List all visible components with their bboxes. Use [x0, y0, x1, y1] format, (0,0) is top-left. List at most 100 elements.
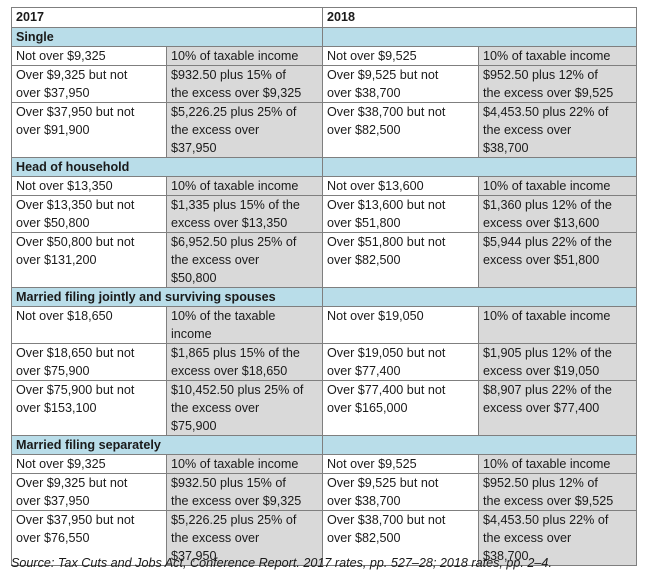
rate-2017-cell: $932.50 plus 15% of the excess over $9,3… — [166, 473, 323, 511]
threshold-2017-text: Not over $9,325 — [16, 49, 106, 63]
rate-2018-cell: $4,453.50 plus 22% of the excess over $3… — [478, 510, 637, 566]
threshold-2017-cell: Not over $9,325 — [11, 454, 167, 474]
rate-2017-cell: $10,452.50 plus 25% of the excess over $… — [166, 380, 323, 436]
section-header-row: Married filing jointly and surviving spo… — [11, 287, 637, 307]
rate-2018-text: $1,360 plus 12% of the excess over $13,6… — [483, 198, 612, 230]
section-header-row: Married filing separately — [11, 435, 637, 455]
rate-2017-cell: $932.50 plus 15% of the excess over $9,3… — [166, 65, 323, 103]
threshold-2018-text: Over $9,525 but not over $38,700 — [327, 68, 439, 100]
rate-2017-text: $1,865 plus 15% of the excess over $18,6… — [171, 346, 300, 378]
table-row: Over $18,650 but not over $75,900 $1,865 … — [11, 343, 637, 381]
rate-2018-text: $4,453.50 plus 22% of the excess over $3… — [483, 105, 609, 155]
threshold-2017-cell: Over $18,650 but not over $75,900 — [11, 343, 167, 381]
rate-2018-text: 10% of taxable income — [483, 179, 611, 193]
threshold-2018-text: Not over $9,525 — [327, 457, 417, 471]
rate-2017-text: $1,335 plus 15% of the excess over $13,3… — [171, 198, 300, 230]
threshold-2018-text: Over $19,050 but not over $77,400 — [327, 346, 446, 378]
tax-rate-table-body: 2017 2018 Single Not over $9,325 10% of ta… — [11, 7, 637, 566]
threshold-2018-text: Over $38,700 but not over $82,500 — [327, 513, 446, 545]
threshold-2018-cell: Not over $13,600 — [322, 176, 479, 196]
threshold-2017-cell: Over $37,950 but not over $76,550 — [11, 510, 167, 566]
rate-2017-text: $5,226.25 plus 25% of the excess over $3… — [171, 105, 297, 155]
header-row: 2017 2018 — [11, 7, 637, 28]
rate-2017-text: 10% of the taxable income — [171, 309, 276, 341]
header-2018: 2018 — [322, 7, 637, 28]
threshold-2018-cell: Over $77,400 but not over $165,000 — [322, 380, 479, 436]
rate-2018-text: $1,905 plus 12% of the excess over $19,0… — [483, 346, 612, 378]
rate-2017-cell: $5,226.25 plus 25% of the excess over $3… — [166, 510, 323, 566]
rate-2018-text: $5,944 plus 22% of the excess over $51,8… — [483, 235, 612, 267]
rate-2017-text: 10% of taxable income — [171, 457, 299, 471]
threshold-2018-cell: Not over $19,050 — [322, 306, 479, 344]
threshold-2017-text: Over $37,950 but not over $76,550 — [16, 513, 135, 545]
threshold-2018-cell: Over $38,700 but not over $82,500 — [322, 102, 479, 158]
table-row: Not over $9,325 10% of taxable income Not … — [11, 46, 637, 66]
rate-2018-cell: $1,905 plus 12% of the excess over $19,0… — [478, 343, 637, 381]
threshold-2018-cell: Not over $9,525 — [322, 46, 479, 66]
rate-2017-cell: 10% of taxable income — [166, 46, 323, 66]
threshold-2017-text: Over $18,650 but not over $75,900 — [16, 346, 135, 378]
threshold-2018-text: Not over $13,600 — [327, 179, 424, 193]
threshold-2017-cell: Over $9,325 but not over $37,950 — [11, 65, 167, 103]
table-row: Over $50,800 but not over $131,200 $6,952… — [11, 232, 637, 288]
rate-2017-text: $10,452.50 plus 25% of the excess over $… — [171, 383, 304, 433]
section-title: Head of household — [11, 157, 323, 177]
rate-2018-cell: $1,360 plus 12% of the excess over $13,6… — [478, 195, 637, 233]
rate-2018-text: 10% of taxable income — [483, 309, 611, 323]
rate-2018-text: $952.50 plus 12% of the excess over $9,5… — [483, 476, 614, 508]
threshold-2018-text: Not over $19,050 — [327, 309, 424, 323]
threshold-2018-text: Over $77,400 but not over $165,000 — [327, 383, 446, 415]
rate-2018-text: $952.50 plus 12% of the excess over $9,5… — [483, 68, 614, 100]
section-title-spacer — [322, 287, 637, 307]
rate-2017-cell: 10% of taxable income — [166, 454, 323, 474]
threshold-2017-text: Not over $18,650 — [16, 309, 113, 323]
threshold-2018-cell: Over $38,700 but not over $82,500 — [322, 510, 479, 566]
threshold-2017-text: Over $75,900 but not over $153,100 — [16, 383, 135, 415]
threshold-2017-cell: Not over $18,650 — [11, 306, 167, 344]
threshold-2018-cell: Over $9,525 but not over $38,700 — [322, 473, 479, 511]
table-row: Not over $13,350 10% of taxable income Not… — [11, 176, 637, 196]
threshold-2018-text: Over $38,700 but not over $82,500 — [327, 105, 446, 137]
rate-2017-cell: $1,335 plus 15% of the excess over $13,3… — [166, 195, 323, 233]
threshold-2018-text: Not over $9,525 — [327, 49, 417, 63]
threshold-2018-cell: Over $51,800 but not over $82,500 — [322, 232, 479, 288]
table-row: Over $37,950 but not over $91,900 $5,226.… — [11, 102, 637, 158]
rate-2018-text: $8,907 plus 22% of the excess over $77,4… — [483, 383, 612, 415]
header-2017: 2017 — [11, 7, 323, 28]
table-row: Over $9,325 but not over $37,950 $932.50 … — [11, 473, 637, 511]
threshold-2018-cell: Not over $9,525 — [322, 454, 479, 474]
rate-2017-text: $6,952.50 plus 25% of the excess over $5… — [171, 235, 297, 285]
rate-2018-text: 10% of taxable income — [483, 49, 611, 63]
section-title: Single — [11, 27, 323, 47]
table-row: Over $9,325 but not over $37,950 $932.50 … — [11, 65, 637, 103]
threshold-2017-text: Over $13,350 but not over $50,800 — [16, 198, 135, 230]
threshold-2018-cell: Over $13,600 but not over $51,800 — [322, 195, 479, 233]
rate-2018-cell: $952.50 plus 12% of the excess over $9,5… — [478, 65, 637, 103]
rate-2017-cell: $1,865 plus 15% of the excess over $18,6… — [166, 343, 323, 381]
rate-2018-cell: $952.50 plus 12% of the excess over $9,5… — [478, 473, 637, 511]
section-title: Married filing jointly and surviving spo… — [11, 287, 323, 307]
tax-rate-table: 2017 2018 Single Not over $9,325 10% of ta… — [11, 7, 637, 566]
rate-2018-cell: 10% of taxable income — [478, 454, 637, 474]
threshold-2017-text: Over $9,325 but not over $37,950 — [16, 68, 128, 100]
threshold-2018-text: Over $51,800 but not over $82,500 — [327, 235, 446, 267]
section-title: Married filing separately — [11, 435, 323, 455]
table-row: Not over $9,325 10% of taxable income Not … — [11, 454, 637, 474]
table-row: Over $13,350 but not over $50,800 $1,335 … — [11, 195, 637, 233]
threshold-2017-cell: Over $37,950 but not over $91,900 — [11, 102, 167, 158]
section-header-row: Head of household — [11, 157, 637, 177]
threshold-2017-cell: Over $13,350 but not over $50,800 — [11, 195, 167, 233]
threshold-2017-cell: Not over $13,350 — [11, 176, 167, 196]
table-row: Over $75,900 but not over $153,100 $10,45… — [11, 380, 637, 436]
rate-2018-text: 10% of taxable income — [483, 457, 611, 471]
source-note: Source: Tax Cuts and Jobs Act, Conferenc… — [11, 556, 552, 570]
rate-2018-cell: $8,907 plus 22% of the excess over $77,4… — [478, 380, 637, 436]
section-header-row: Single — [11, 27, 637, 47]
threshold-2017-text: Not over $9,325 — [16, 457, 106, 471]
threshold-2017-cell: Not over $9,325 — [11, 46, 167, 66]
rate-2017-cell: 10% of taxable income — [166, 176, 323, 196]
table-row: Not over $18,650 10% of the taxable incom… — [11, 306, 637, 344]
section-title-spacer — [322, 157, 637, 177]
section-title-spacer — [322, 435, 637, 455]
rate-2017-text: $5,226.25 plus 25% of the excess over $3… — [171, 513, 297, 563]
